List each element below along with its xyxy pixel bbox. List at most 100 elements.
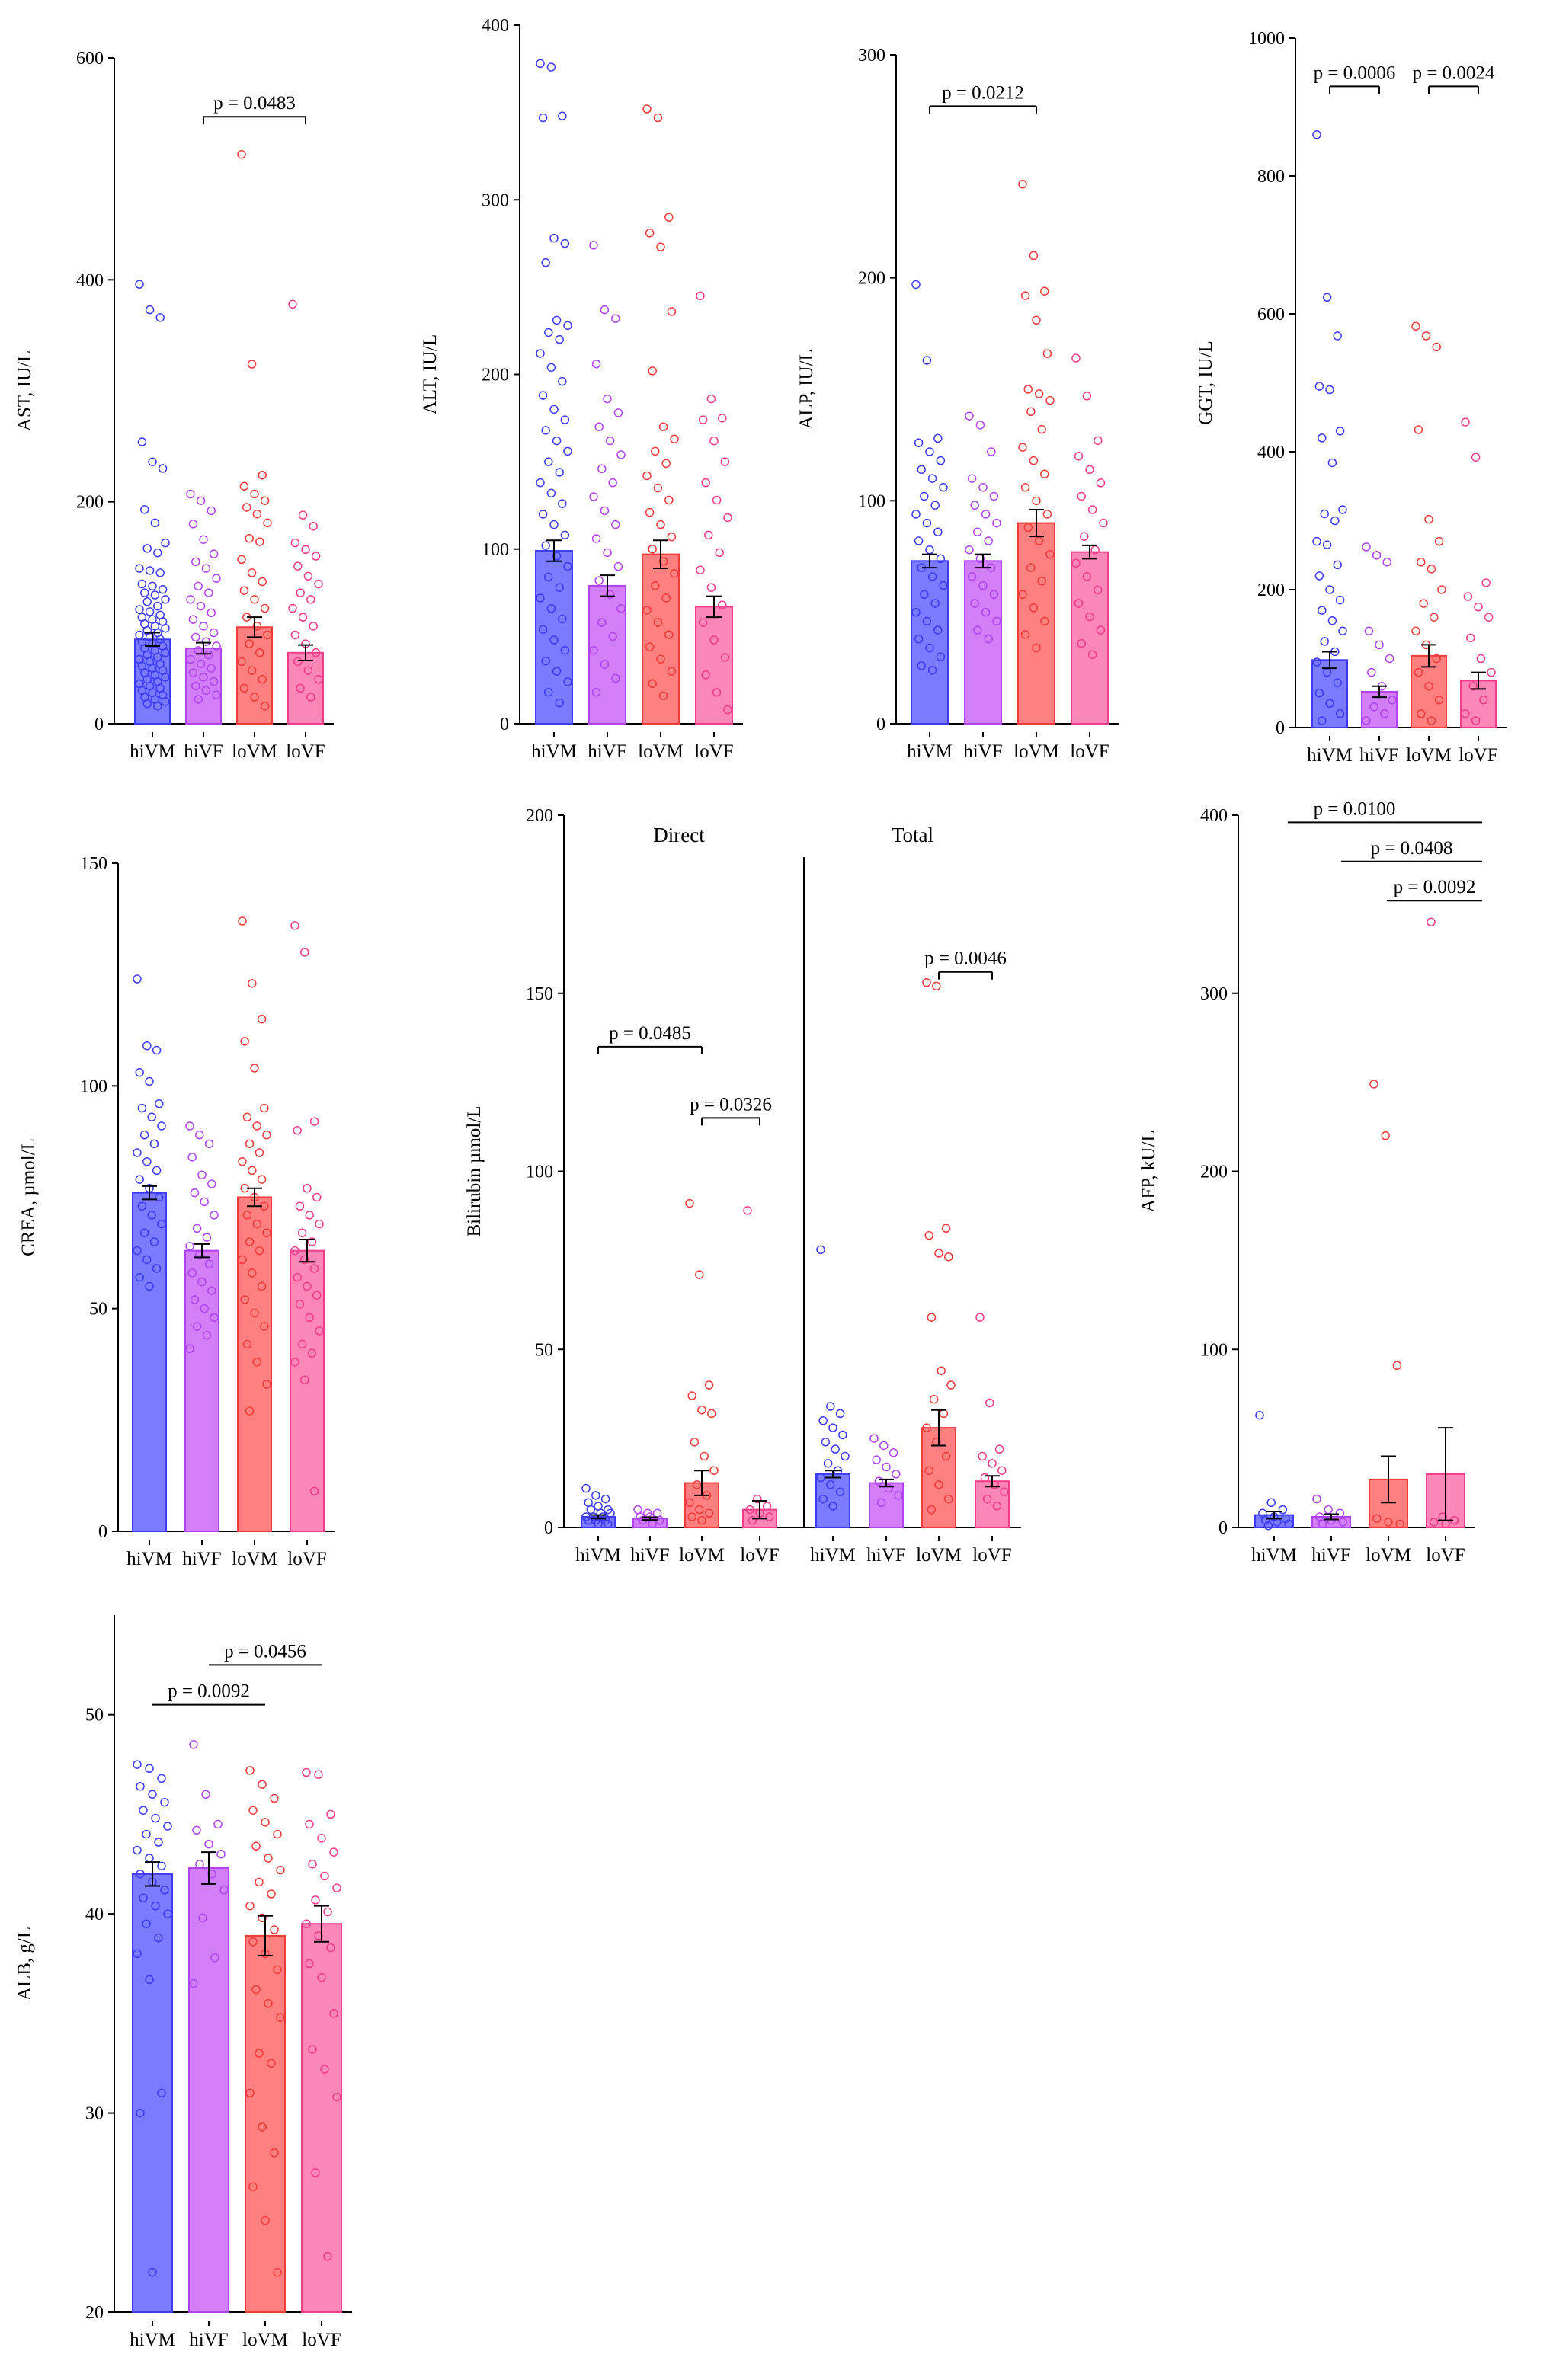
y-tick-label: 100	[526, 1163, 553, 1182]
y-axis-label: AST, IU/L	[14, 350, 35, 431]
data-point-loVM	[924, 1466, 933, 1475]
data-point-hiVM	[914, 536, 924, 545]
data-point-hiVM	[1318, 716, 1327, 725]
data-point-hiVF	[597, 464, 607, 474]
category-label-loVM: loVM	[232, 741, 277, 762]
data-point-hiVM	[544, 572, 553, 582]
data-point-loVF	[1080, 532, 1089, 541]
data-point-hiVM	[925, 643, 934, 653]
data-point-hiVM	[145, 607, 155, 616]
data-point-loVF	[1479, 696, 1488, 705]
data-point-loVM	[1018, 179, 1027, 189]
data-point-loVF	[1074, 452, 1084, 461]
data-point-hiVF	[204, 1259, 214, 1268]
data-point-loVM	[642, 104, 652, 114]
data-point-loVM	[1029, 456, 1039, 465]
data-point-loVF	[314, 674, 323, 684]
data-point-loVF	[305, 1959, 314, 1969]
bar-hiVF	[869, 1482, 904, 1528]
data-point-loVM	[653, 618, 663, 627]
data-point-loVM	[240, 1037, 249, 1046]
y-tick-label: 400	[482, 16, 509, 36]
data-point-hiVM	[594, 1502, 603, 1511]
data-point-hiVF	[191, 557, 200, 567]
y-tick-label: 400	[76, 270, 104, 290]
chart-ggt: 0 200 400 600 800 1000 GGT, IU/L hiVM hiVF loVM lo…	[1196, 29, 1507, 766]
data-point-loVM	[250, 693, 259, 702]
data-point-hiVF	[616, 450, 626, 459]
y-tick-label: 600	[1257, 305, 1285, 325]
data-point-hiVM	[142, 1255, 152, 1265]
data-point-hiVF	[187, 1153, 197, 1162]
data-point-hiVF	[633, 1505, 642, 1515]
data-point-loVF	[1085, 612, 1094, 622]
data-point-hiVM	[155, 1192, 164, 1202]
data-point-loVF	[298, 510, 308, 520]
data-point-hiVF	[973, 625, 982, 635]
data-point-loVF	[293, 657, 303, 667]
data-point-hiVM	[1312, 130, 1321, 139]
data-point-hiVM	[133, 974, 142, 984]
data-point-hiVM	[584, 1498, 593, 1508]
data-point-loVM	[934, 1249, 943, 1258]
data-point-loVM	[687, 1512, 696, 1521]
data-point-hiVM	[936, 652, 946, 661]
data-point-loVF	[1087, 650, 1097, 660]
data-point-hiVF	[204, 588, 213, 597]
data-point-hiVF	[984, 635, 993, 644]
data-point-loVF	[300, 1255, 309, 1265]
data-point-hiVM	[157, 1121, 166, 1131]
data-point-hiVF	[196, 601, 206, 611]
data-point-hiVM	[933, 625, 943, 635]
category-label-loVM: loVM	[638, 741, 684, 762]
data-point-loVM	[927, 1505, 937, 1515]
data-point-hiVF	[981, 607, 991, 617]
y-tick-label: 1000	[1248, 29, 1285, 49]
data-point-hiVM	[137, 437, 147, 446]
data-point-loVM	[1045, 395, 1055, 405]
data-point-loVM	[704, 1508, 714, 1518]
data-point-hiVF	[594, 576, 604, 585]
data-point-loVF	[706, 583, 716, 592]
data-point-loVM	[695, 1270, 704, 1279]
data-point-loVF	[715, 548, 724, 558]
data-point-hiVM	[1314, 689, 1324, 698]
data-point-loVM	[255, 2049, 264, 2058]
data-point-loVM	[273, 1829, 282, 1839]
data-point-hiVM	[538, 113, 548, 123]
category-label-hiVF: hiVF	[189, 2330, 228, 2350]
data-point-loVM	[664, 495, 674, 505]
data-point-hiVM	[1325, 385, 1334, 395]
data-point-loVM	[944, 1494, 953, 1504]
data-point-hiVF	[216, 1849, 226, 1859]
category-label-hiVM: hiVM	[130, 2330, 175, 2350]
data-point-hiVM	[549, 405, 559, 414]
data-point-hiVM	[148, 581, 157, 591]
data-point-hiVM	[157, 1861, 166, 1871]
bar-hiVF	[184, 1249, 219, 1533]
data-point-hiVF	[876, 1498, 886, 1508]
y-tick-label: 20	[85, 2303, 104, 2323]
data-point-loVM	[664, 630, 674, 639]
data-point-loVF	[718, 600, 727, 609]
data-point-loVM	[273, 1965, 282, 1975]
data-point-loVM	[264, 1854, 273, 1863]
data-point-loVF	[988, 1459, 997, 1468]
data-point-hiVF	[1318, 1519, 1327, 1529]
data-point-loVF	[311, 648, 321, 657]
data-point-loVM	[252, 622, 262, 631]
data-point-loVM	[245, 1406, 255, 1416]
data-point-loVF	[314, 1770, 323, 1779]
data-point-hiVM	[1327, 616, 1337, 625]
data-point-loVM	[1037, 576, 1046, 586]
data-point-loVF	[985, 1398, 994, 1408]
data-point-hiVF	[1364, 626, 1374, 636]
data-point-hiVF	[984, 536, 993, 545]
chart-ast: 0 200 400 600 AST, IU/L hiVM hiVF loVM loVF p = 0…	[14, 49, 334, 762]
data-point-loVM	[1040, 616, 1049, 626]
y-tick-label: 30	[85, 2104, 104, 2124]
data-point-hiVF	[197, 1277, 207, 1287]
data-point-loVF	[1476, 654, 1486, 664]
data-point-loVF	[753, 1494, 762, 1504]
data-point-loVM	[240, 1295, 249, 1304]
